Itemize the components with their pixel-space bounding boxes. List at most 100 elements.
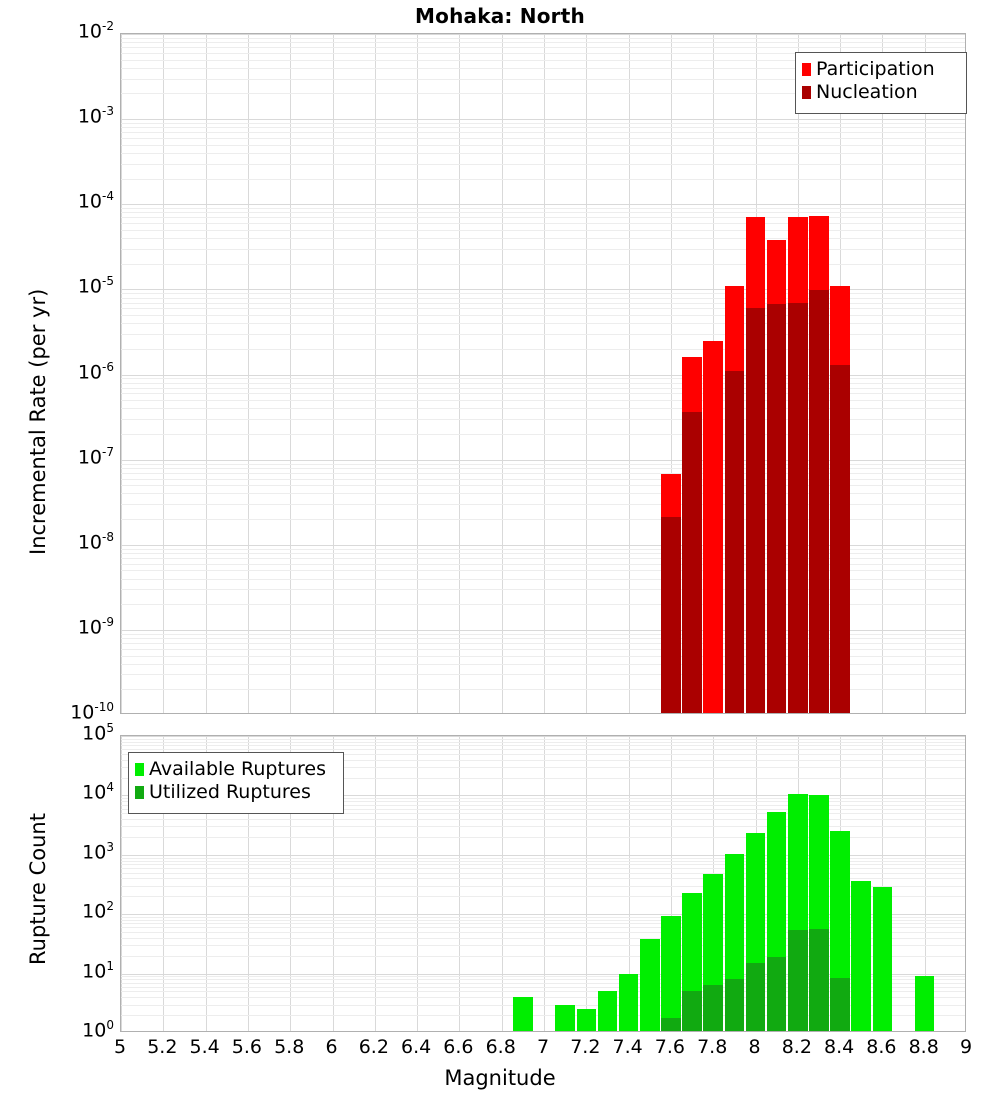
grid-line-horizontal xyxy=(121,914,965,916)
grid-line-minor xyxy=(121,836,965,838)
y-tick-label: 104 xyxy=(82,780,114,804)
grid-line-vertical xyxy=(670,34,672,713)
bar-nucleation xyxy=(809,290,829,713)
legend-color-swatch xyxy=(802,86,811,99)
x-tick-label: 7.4 xyxy=(612,1036,643,1058)
grid-line-minor xyxy=(121,348,965,350)
x-tick-label: 7 xyxy=(536,1036,550,1058)
grid-line-minor xyxy=(121,916,965,918)
grid-line-minor xyxy=(121,655,965,657)
x-tick-label: 6 xyxy=(325,1036,338,1058)
grid-line-minor xyxy=(121,932,965,934)
legend-label: Participation xyxy=(816,58,935,80)
y-tick-label: 10-9 xyxy=(77,614,114,639)
grid-line-horizontal xyxy=(121,374,965,376)
grid-line-minor xyxy=(121,263,965,265)
legend-label: Utilized Ruptures xyxy=(149,781,311,803)
x-tick-label: 5.6 xyxy=(231,1036,262,1058)
grid-line-vertical xyxy=(205,736,207,1031)
grid-line-minor xyxy=(121,178,965,180)
grid-line-vertical xyxy=(924,34,926,713)
y-tick-label: 10-3 xyxy=(77,104,114,128)
grid-line-minor xyxy=(121,493,965,495)
grid-line-vertical xyxy=(924,736,926,1031)
x-tick-label: 5.8 xyxy=(274,1036,305,1058)
grid-line-minor xyxy=(121,927,965,929)
grid-line-minor xyxy=(121,753,965,755)
grid-line-minor xyxy=(121,745,965,747)
grid-line-minor xyxy=(121,59,965,61)
bar-participation xyxy=(703,340,723,713)
x-tick-label: 8 xyxy=(748,1036,761,1058)
grid-line-minor xyxy=(121,1004,965,1006)
bar-nucleation xyxy=(724,370,745,713)
y-tick-label: 100 xyxy=(82,1018,114,1042)
grid-line-minor xyxy=(121,1015,965,1017)
grid-line-minor xyxy=(121,378,965,380)
grid-line-minor xyxy=(121,864,965,865)
grid-line-minor xyxy=(121,991,965,993)
x-tick-label: 8.4 xyxy=(823,1036,855,1058)
grid-line-vertical xyxy=(121,736,122,1031)
grid-line-minor xyxy=(121,767,965,769)
grid-line-vertical xyxy=(332,34,334,713)
y-tick-label: 101 xyxy=(82,958,114,982)
bar-utilized-ruptures xyxy=(724,979,745,1031)
grid-line-minor xyxy=(121,589,965,591)
x-tick-label: 7.8 xyxy=(697,1036,728,1058)
grid-line-minor xyxy=(121,557,965,559)
grid-line-minor xyxy=(121,472,965,474)
grid-line-horizontal xyxy=(121,854,965,856)
grid-line-minor xyxy=(121,419,965,420)
x-tick-label: 6.2 xyxy=(358,1036,389,1058)
grid-line-horizontal xyxy=(121,34,965,35)
grid-line-horizontal xyxy=(121,736,965,737)
grid-line-horizontal xyxy=(121,795,965,797)
grid-line-minor xyxy=(121,563,965,565)
grid-line-vertical xyxy=(586,736,588,1031)
grid-line-vertical xyxy=(882,736,884,1031)
x-tick-label: 8.6 xyxy=(866,1036,897,1058)
grid-line-minor xyxy=(121,302,965,304)
grid-line-minor xyxy=(121,400,965,402)
grid-line-minor xyxy=(121,47,965,49)
grid-line-minor xyxy=(121,860,965,862)
grid-line-minor xyxy=(121,463,965,465)
grid-line-vertical xyxy=(247,736,249,1031)
grid-line-minor xyxy=(121,857,965,859)
grid-line-minor xyxy=(121,132,965,134)
grid-line-vertical xyxy=(290,736,292,1031)
grid-line-minor xyxy=(121,638,965,640)
grid-line-vertical xyxy=(121,34,122,713)
grid-line-vertical xyxy=(459,34,461,713)
x-tick-label: 5.4 xyxy=(189,1036,220,1058)
grid-line-vertical xyxy=(332,736,334,1031)
grid-line-minor xyxy=(121,297,965,299)
grid-line-minor xyxy=(121,867,965,869)
grid-line-minor xyxy=(121,408,965,410)
bar-utilized-ruptures xyxy=(830,977,850,1031)
grid-line-vertical xyxy=(628,34,630,713)
x-tick-label: 7.6 xyxy=(654,1036,685,1058)
bar-nucleation xyxy=(745,308,766,713)
y-tick-label: 10-2 xyxy=(77,19,114,43)
figure-title: Mohaka: North xyxy=(415,4,585,28)
y-tick-label: 103 xyxy=(82,839,114,864)
top-chart-legend: Participation Nucleation xyxy=(795,52,967,114)
grid-line-minor xyxy=(121,570,965,572)
top-chart-plot-area xyxy=(120,33,966,714)
bar-available-ruptures xyxy=(872,886,893,1031)
grid-line-minor xyxy=(121,293,965,295)
grid-line-horizontal xyxy=(121,204,965,206)
bar-utilized-ruptures xyxy=(661,1017,681,1031)
grid-line-minor xyxy=(121,467,965,469)
grid-line-minor xyxy=(121,826,965,828)
grid-line-horizontal xyxy=(121,459,965,461)
grid-line-minor xyxy=(121,152,965,154)
grid-line-minor xyxy=(121,433,965,435)
grid-line-minor xyxy=(121,478,965,480)
grid-line-minor xyxy=(121,138,965,139)
bar-available-ruptures xyxy=(513,997,533,1031)
grid-line-vertical xyxy=(205,34,207,713)
bar-utilized-ruptures xyxy=(788,929,808,1031)
